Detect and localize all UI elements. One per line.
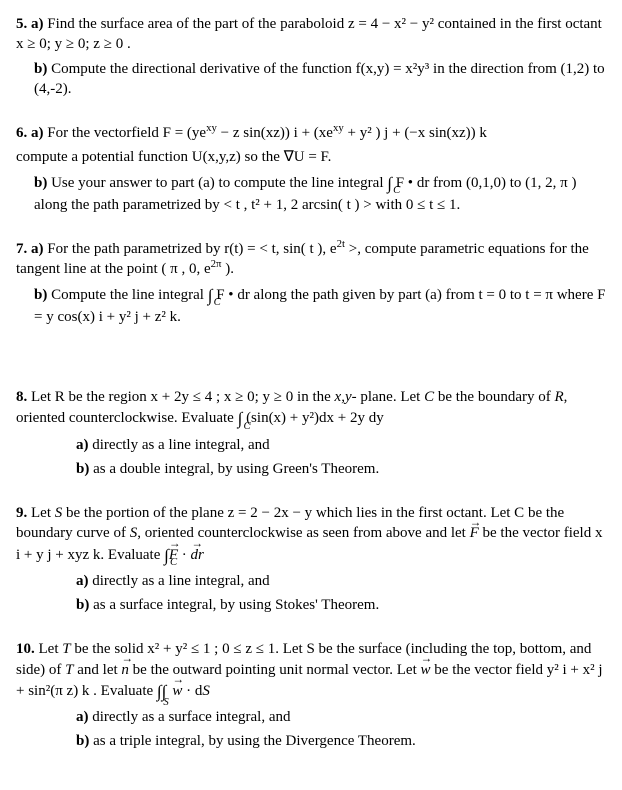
problem-8-subparts: a) directly as a line integral, and b) a… xyxy=(16,435,606,480)
problem-9a: a) directly as a line integral, and xyxy=(76,571,606,591)
problem-10-subparts: a) directly as a surface integral, and b… xyxy=(16,707,606,752)
problem-10-main: 10. Let T be the solid x² + y² ≤ 1 ; 0 ≤… xyxy=(16,639,606,703)
problem-7b-text: b) Compute the line integral ∫C F • dr a… xyxy=(16,284,606,328)
problem-5a-text: 5. a) Find the surface area of the part … xyxy=(16,14,606,55)
problem-6: 6. a) For the vectorfield F = (yexy − z … xyxy=(16,123,606,215)
problem-7: 7. a) For the path parametrized by r(t) … xyxy=(16,239,606,327)
problem-6a-line1: 6. a) For the vectorfield F = (yexy − z … xyxy=(16,123,606,143)
problem-9-main: 9. Let S be the portion of the plane z =… xyxy=(16,503,606,567)
problem-9: 9. Let S be the portion of the plane z =… xyxy=(16,503,606,615)
problem-5b-text: b) Compute the directional derivative of… xyxy=(16,59,606,100)
problem-8b: b) as a double integral, by using Green'… xyxy=(76,459,606,479)
problem-8a: a) directly as a line integral, and xyxy=(76,435,606,455)
problem-6b-text: b) Use your answer to part (a) to comput… xyxy=(16,172,606,216)
problem-8-main: 8. Let R be the region x + 2y ≤ 4 ; x ≥ … xyxy=(16,387,606,431)
problem-10b: b) as a triple integral, by using the Di… xyxy=(76,731,606,751)
problem-5: 5. a) Find the surface area of the part … xyxy=(16,14,606,99)
problem-7a-text: 7. a) For the path parametrized by r(t) … xyxy=(16,239,606,280)
problem-6a-line2: compute a potential function U(x,y,z) so… xyxy=(16,147,606,167)
problem-9b: b) as a surface integral, by using Stoke… xyxy=(76,595,606,615)
problem-8: 8. Let R be the region x + 2y ≤ 4 ; x ≥ … xyxy=(16,387,606,479)
problem-9-subparts: a) directly as a line integral, and b) a… xyxy=(16,571,606,616)
problem-10: 10. Let T be the solid x² + y² ≤ 1 ; 0 ≤… xyxy=(16,639,606,751)
problem-10a: a) directly as a surface integral, and xyxy=(76,707,606,727)
